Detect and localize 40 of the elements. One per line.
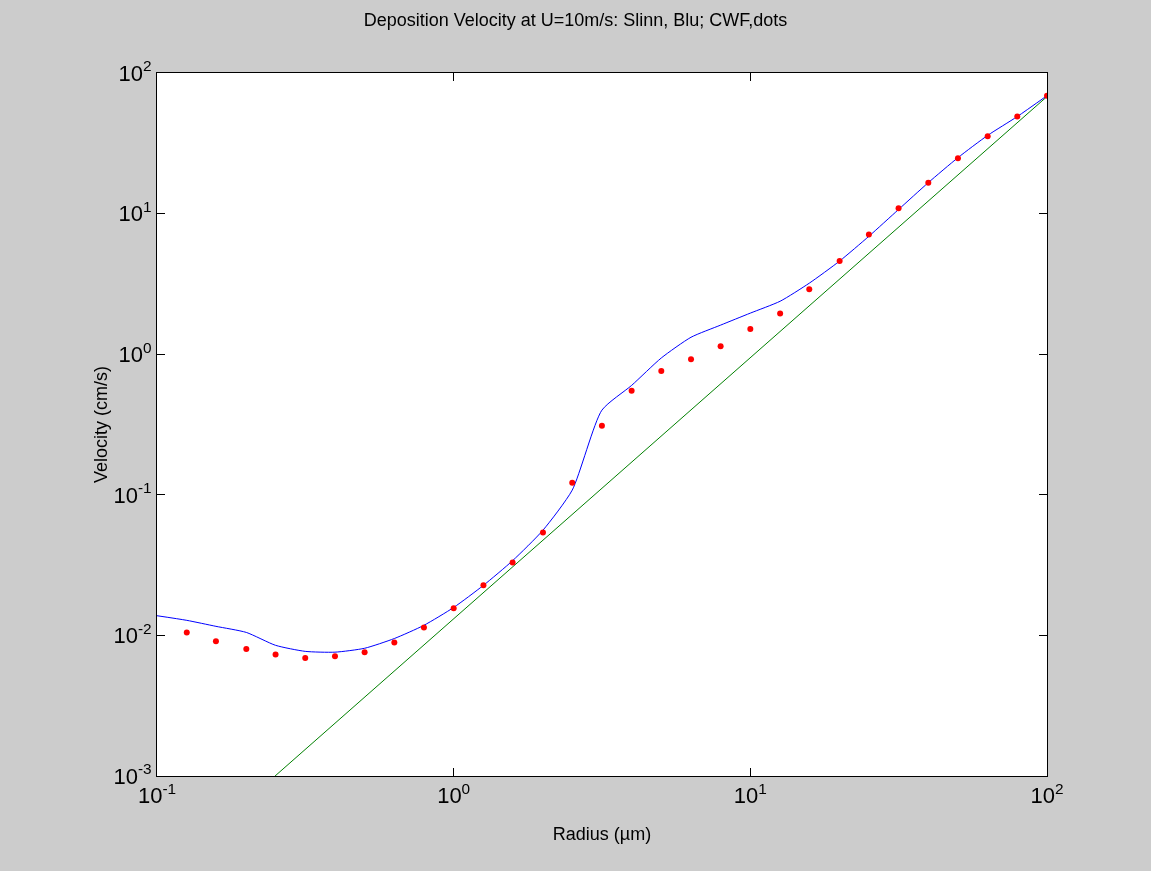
point bbox=[450, 605, 457, 612]
point bbox=[777, 310, 784, 317]
point bbox=[539, 529, 546, 536]
point bbox=[361, 649, 368, 656]
point bbox=[598, 422, 605, 429]
point bbox=[391, 639, 398, 646]
point bbox=[628, 387, 635, 394]
point bbox=[717, 343, 724, 350]
point bbox=[569, 479, 576, 486]
point bbox=[806, 286, 813, 293]
x-tick-label: 10$^{1}$ bbox=[733, 780, 767, 809]
point bbox=[480, 582, 487, 589]
y-tick-label: 10$^{2}$ bbox=[118, 57, 152, 86]
y-axis-title: Velocity (cm/s) bbox=[91, 365, 112, 484]
point bbox=[747, 326, 754, 333]
y-tick-label: 10$^{1}$ bbox=[118, 198, 152, 227]
point bbox=[984, 133, 991, 140]
point bbox=[954, 155, 961, 162]
point bbox=[865, 231, 872, 238]
point bbox=[509, 559, 516, 566]
point bbox=[302, 655, 309, 662]
x-tick-label: 10$^{0}$ bbox=[437, 780, 471, 809]
point bbox=[658, 367, 665, 374]
point bbox=[420, 624, 427, 631]
y-tick-label: 10$^{-1}$ bbox=[113, 479, 152, 508]
chart-title: Deposition Velocity at U=10m/s: Slinn, Blu; CWF,dots bbox=[363, 9, 788, 30]
x-tick-label: 10$^{2}$ bbox=[1030, 780, 1064, 809]
point bbox=[895, 205, 902, 212]
point bbox=[272, 651, 279, 658]
point bbox=[243, 646, 250, 653]
x-axis-title: Radius (µm) bbox=[552, 824, 652, 844]
point bbox=[836, 258, 843, 265]
point bbox=[925, 179, 932, 186]
y-tick-label: 10$^{-2}$ bbox=[113, 619, 152, 649]
point bbox=[1014, 113, 1021, 120]
point bbox=[688, 356, 695, 363]
point bbox=[183, 629, 190, 636]
point bbox=[212, 638, 219, 645]
y-tick-label: 10$^{0}$ bbox=[118, 338, 152, 367]
point bbox=[331, 653, 338, 660]
